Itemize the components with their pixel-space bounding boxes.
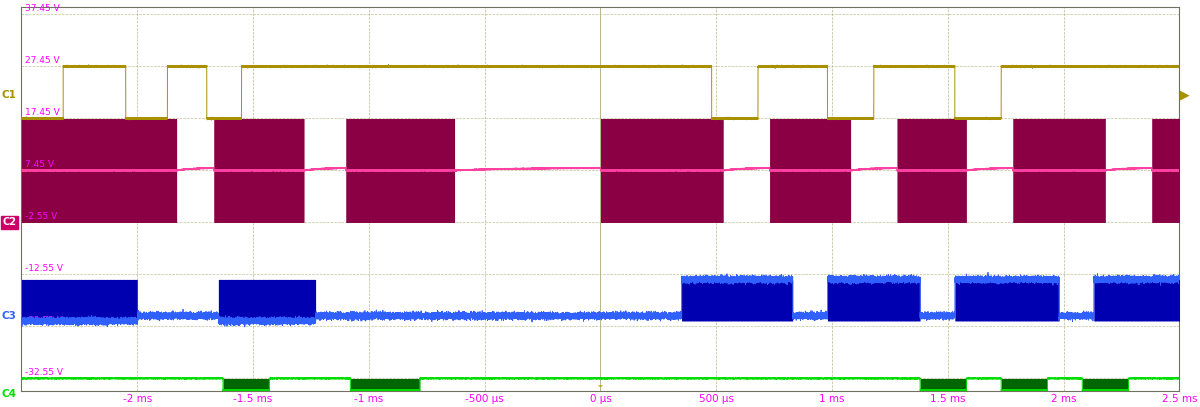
Text: -22.55 V: -22.55 V <box>25 316 62 325</box>
Text: C4: C4 <box>2 389 17 399</box>
Text: -12.55 V: -12.55 V <box>25 264 62 273</box>
Text: 27.45 V: 27.45 V <box>25 56 60 65</box>
Text: C3: C3 <box>2 311 17 321</box>
Text: C1: C1 <box>2 90 17 100</box>
Text: 17.45 V: 17.45 V <box>25 108 60 117</box>
Text: -2.55 V: -2.55 V <box>25 212 58 221</box>
Text: 37.45 V: 37.45 V <box>25 4 60 13</box>
Text: 7.45 V: 7.45 V <box>25 160 54 169</box>
Text: -32.55 V: -32.55 V <box>25 368 62 377</box>
Text: C2: C2 <box>2 217 17 228</box>
Text: ▶: ▶ <box>1180 88 1189 101</box>
